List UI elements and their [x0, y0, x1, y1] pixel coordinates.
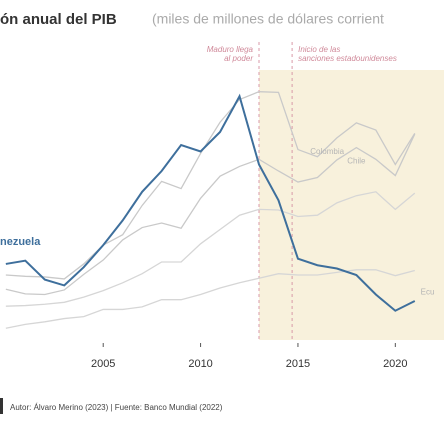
line	[5, 91, 416, 280]
footer: Autor: Álvaro Merino (2023) | Fuente: Ba…	[10, 403, 223, 412]
line	[5, 133, 416, 296]
x-tick-label: 2020	[383, 358, 407, 370]
x-tick-label: 2015	[286, 358, 310, 370]
shade	[259, 70, 444, 340]
chart-subtitle: (miles de millones de dólares corrient	[152, 11, 384, 27]
footer-bar	[0, 398, 3, 414]
annotation: Inicio de las sanciones estadounidenses	[298, 45, 397, 63]
x-tick-label: 2005	[91, 358, 115, 370]
line	[5, 93, 416, 312]
line	[5, 191, 416, 307]
series-label: nezuela	[0, 236, 41, 248]
series-label: Ecu	[421, 288, 435, 297]
series-label: Chile	[347, 157, 366, 166]
annotation: Maduro llega al poder	[207, 45, 254, 63]
series-label: Colombia	[310, 147, 344, 156]
chart-title: ón anual del PIB	[0, 11, 117, 28]
x-tick-label: 2010	[188, 358, 212, 370]
